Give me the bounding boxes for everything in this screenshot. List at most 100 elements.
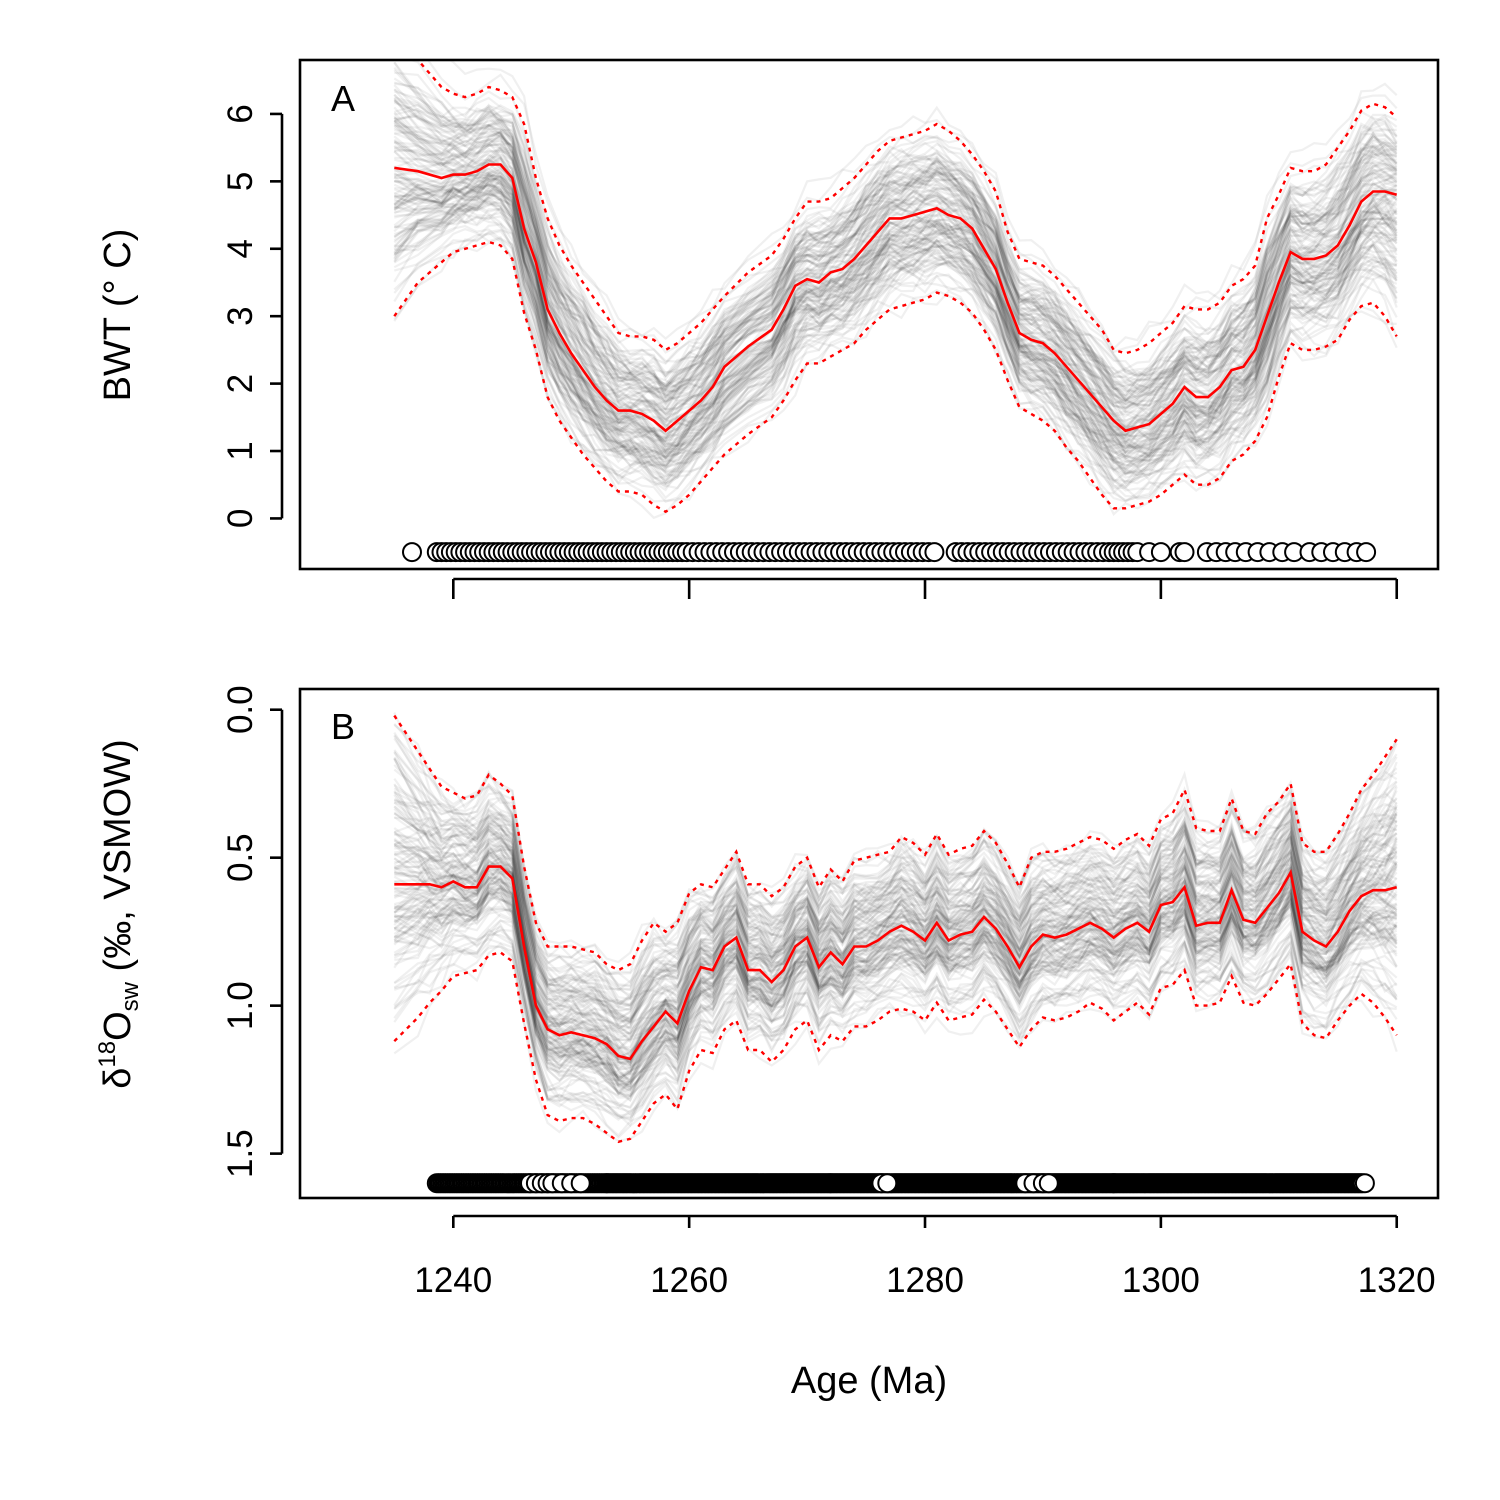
ensemble-trace — [394, 850, 1398, 1058]
ensemble-trace — [393, 169, 1398, 444]
y-tick-label: 1.5 — [221, 1129, 260, 1178]
ensemble-trace — [393, 189, 1398, 479]
ensemble-trace — [394, 145, 1398, 432]
ensemble-trace — [393, 116, 1398, 391]
ensemble-trace — [393, 207, 1398, 468]
ensemble-trace — [393, 224, 1398, 503]
ensemble-trace — [393, 99, 1398, 403]
ensemble-trace — [393, 791, 1398, 1022]
ensemble-trace — [394, 114, 1397, 405]
panel-b-d18o-plot: 0.0 0.5 1.0 1.5 — [221, 685, 1440, 1200]
y-axis-title-bwt: BWT (° C) — [97, 229, 139, 402]
ensemble-trace — [393, 894, 1397, 1098]
ensemble-trace — [394, 885, 1398, 1071]
ensemble-trace — [393, 844, 1398, 1052]
ensemble-trace — [394, 174, 1398, 468]
ensemble-trace — [393, 789, 1398, 1010]
ensemble-trace — [393, 173, 1398, 453]
ensemble-trace — [393, 119, 1398, 417]
ensemble-trace — [394, 859, 1398, 1066]
ensemble-trace — [393, 195, 1398, 475]
ensemble-trace — [393, 157, 1398, 433]
ensemble-trace — [394, 213, 1398, 474]
ensemble-trace — [393, 188, 1397, 463]
ensemble-trace — [393, 182, 1398, 460]
ensemble-trace — [393, 88, 1398, 397]
ensemble-trace — [393, 880, 1398, 1083]
ensemble-trace — [393, 69, 1398, 391]
ensemble-trace — [394, 228, 1398, 498]
y-axis: 0.0 0.5 1.0 1.5 — [221, 685, 284, 1178]
ensemble-trace — [393, 166, 1397, 442]
ensemble-trace — [393, 937, 1398, 1113]
ensemble-trace — [393, 227, 1398, 520]
panel-label-a: A — [331, 78, 355, 119]
ensemble-trace — [393, 876, 1397, 1087]
ensemble-trace — [393, 168, 1398, 440]
x-tick-label: 1280 — [886, 1261, 964, 1300]
ensemble-trace — [393, 735, 1398, 985]
delta-symbol: δ — [97, 1068, 139, 1089]
sample-points — [426, 1173, 1375, 1194]
ensemble-trace — [393, 929, 1398, 1117]
ensemble-trace — [394, 188, 1397, 476]
ensemble-trace — [394, 827, 1398, 1034]
ensemble-trace — [393, 181, 1398, 470]
ensemble-trace — [393, 106, 1398, 402]
ensemble-trace — [394, 781, 1398, 1007]
ensemble-trace — [394, 96, 1398, 393]
ensemble-trace — [393, 764, 1398, 1006]
ensemble-trace — [393, 734, 1398, 976]
ensemble-trace — [394, 864, 1398, 1070]
ensemble-trace — [393, 111, 1398, 404]
ensemble-trace — [393, 119, 1397, 407]
ensemble-trace — [426, 60, 1398, 354]
ensemble-trace — [393, 207, 1397, 488]
x-axis-title: Age (Ma) — [791, 1360, 947, 1402]
ensemble-trace — [394, 884, 1398, 1084]
ensemble-trace — [394, 81, 1398, 386]
series-upper-interval — [416, 60, 1398, 355]
ensemble-trace — [394, 71, 1398, 373]
ensemble-trace — [394, 187, 1398, 475]
ensemble-trace — [393, 849, 1398, 1061]
ensemble-trace — [393, 919, 1398, 1110]
ensemble-trace — [393, 737, 1398, 988]
ensemble-trace — [394, 880, 1398, 1079]
ensemble-trace — [393, 777, 1398, 1005]
ensemble-trace — [394, 141, 1398, 423]
ensemble-trace — [393, 97, 1398, 392]
ensemble-trace — [393, 181, 1398, 454]
ensemble-trace — [393, 804, 1398, 1012]
ensemble-trace — [393, 831, 1398, 1023]
x-tick-label: 1320 — [1358, 1261, 1436, 1300]
ensemble-trace — [394, 170, 1398, 446]
ensemble-trace — [393, 208, 1398, 495]
sample-point — [570, 1173, 591, 1194]
ensemble-trace — [393, 214, 1398, 492]
ensemble-trace — [393, 181, 1398, 455]
ensemble-trace — [394, 870, 1397, 1069]
ensemble-trace — [393, 830, 1398, 1027]
ensemble-trace — [393, 115, 1397, 411]
ensemble-trace — [393, 944, 1398, 1137]
ensemble-trace — [393, 88, 1397, 395]
ensemble-trace — [394, 169, 1398, 445]
ensemble-trace — [393, 84, 1398, 397]
sample-point — [1150, 542, 1171, 563]
unit-text: (‰, VSMOW) — [97, 739, 139, 982]
ensemble-trace — [393, 101, 1397, 390]
ensemble-trace — [393, 822, 1397, 1035]
ensemble-trace — [393, 836, 1398, 1035]
ensemble-trace — [393, 183, 1398, 448]
sample-point — [1038, 1173, 1059, 1194]
sample-point — [924, 542, 945, 563]
ensemble-trace — [407, 60, 1398, 371]
ensemble-trace — [393, 190, 1398, 474]
ensemble-trace — [393, 177, 1398, 451]
ensemble-trace — [393, 925, 1398, 1140]
ensemble-trace — [393, 126, 1398, 412]
ensemble-trace — [447, 60, 1398, 351]
ensemble-trace — [393, 758, 1398, 997]
ensemble-trace — [393, 200, 1398, 486]
